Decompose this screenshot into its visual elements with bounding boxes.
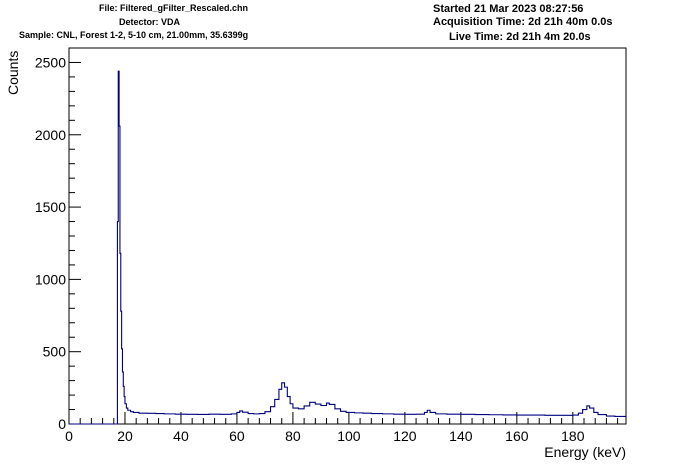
x-tick-label: 80 [285, 428, 301, 444]
spectrum-line [69, 70, 627, 425]
x-tick-label: 120 [393, 428, 417, 444]
file-label: File: Filtered_gFilter_Rescaled.chn [99, 3, 249, 13]
detector-label: Detector: VDA [119, 17, 181, 27]
x-tick-label: 0 [65, 428, 73, 444]
x-tick-label: 40 [173, 428, 189, 444]
plot-frame [68, 47, 627, 425]
y-tick-label: 1500 [35, 199, 66, 215]
x-tick-label: 100 [337, 428, 361, 444]
acquisition-time-label: Acquisition Time: 2d 21h 40m 0.0s [433, 16, 613, 28]
x-tick-label: 180 [561, 428, 585, 444]
chart-axes: 0 20 40 60 80 100 120 140 160 180 0 500 1000 1500 2000… [35, 47, 627, 444]
live-time-label: Live Time: 2d 21h 4m 20.0s [449, 31, 591, 43]
y-tick-label: 0 [58, 416, 66, 432]
y-axis-label: Counts [5, 51, 21, 95]
y-tick-label: 2500 [35, 54, 66, 70]
x-tick-label: 160 [505, 428, 529, 444]
x-axis-label: Energy (keV) [544, 444, 626, 460]
x-tick-label: 140 [449, 428, 473, 444]
x-tick-label: 20 [117, 428, 133, 444]
x-tick-label: 60 [229, 428, 245, 444]
series-layer [69, 70, 627, 425]
started-label: Started 21 Mar 2023 08:27:56 [433, 3, 584, 15]
y-tick-label: 1000 [35, 271, 66, 287]
y-tick-label: 2000 [35, 127, 66, 143]
y-tick-label: 500 [43, 344, 67, 360]
sample-label: Sample: CNL, Forest 1-2, 5-10 cm, 21.00m… [19, 30, 249, 40]
